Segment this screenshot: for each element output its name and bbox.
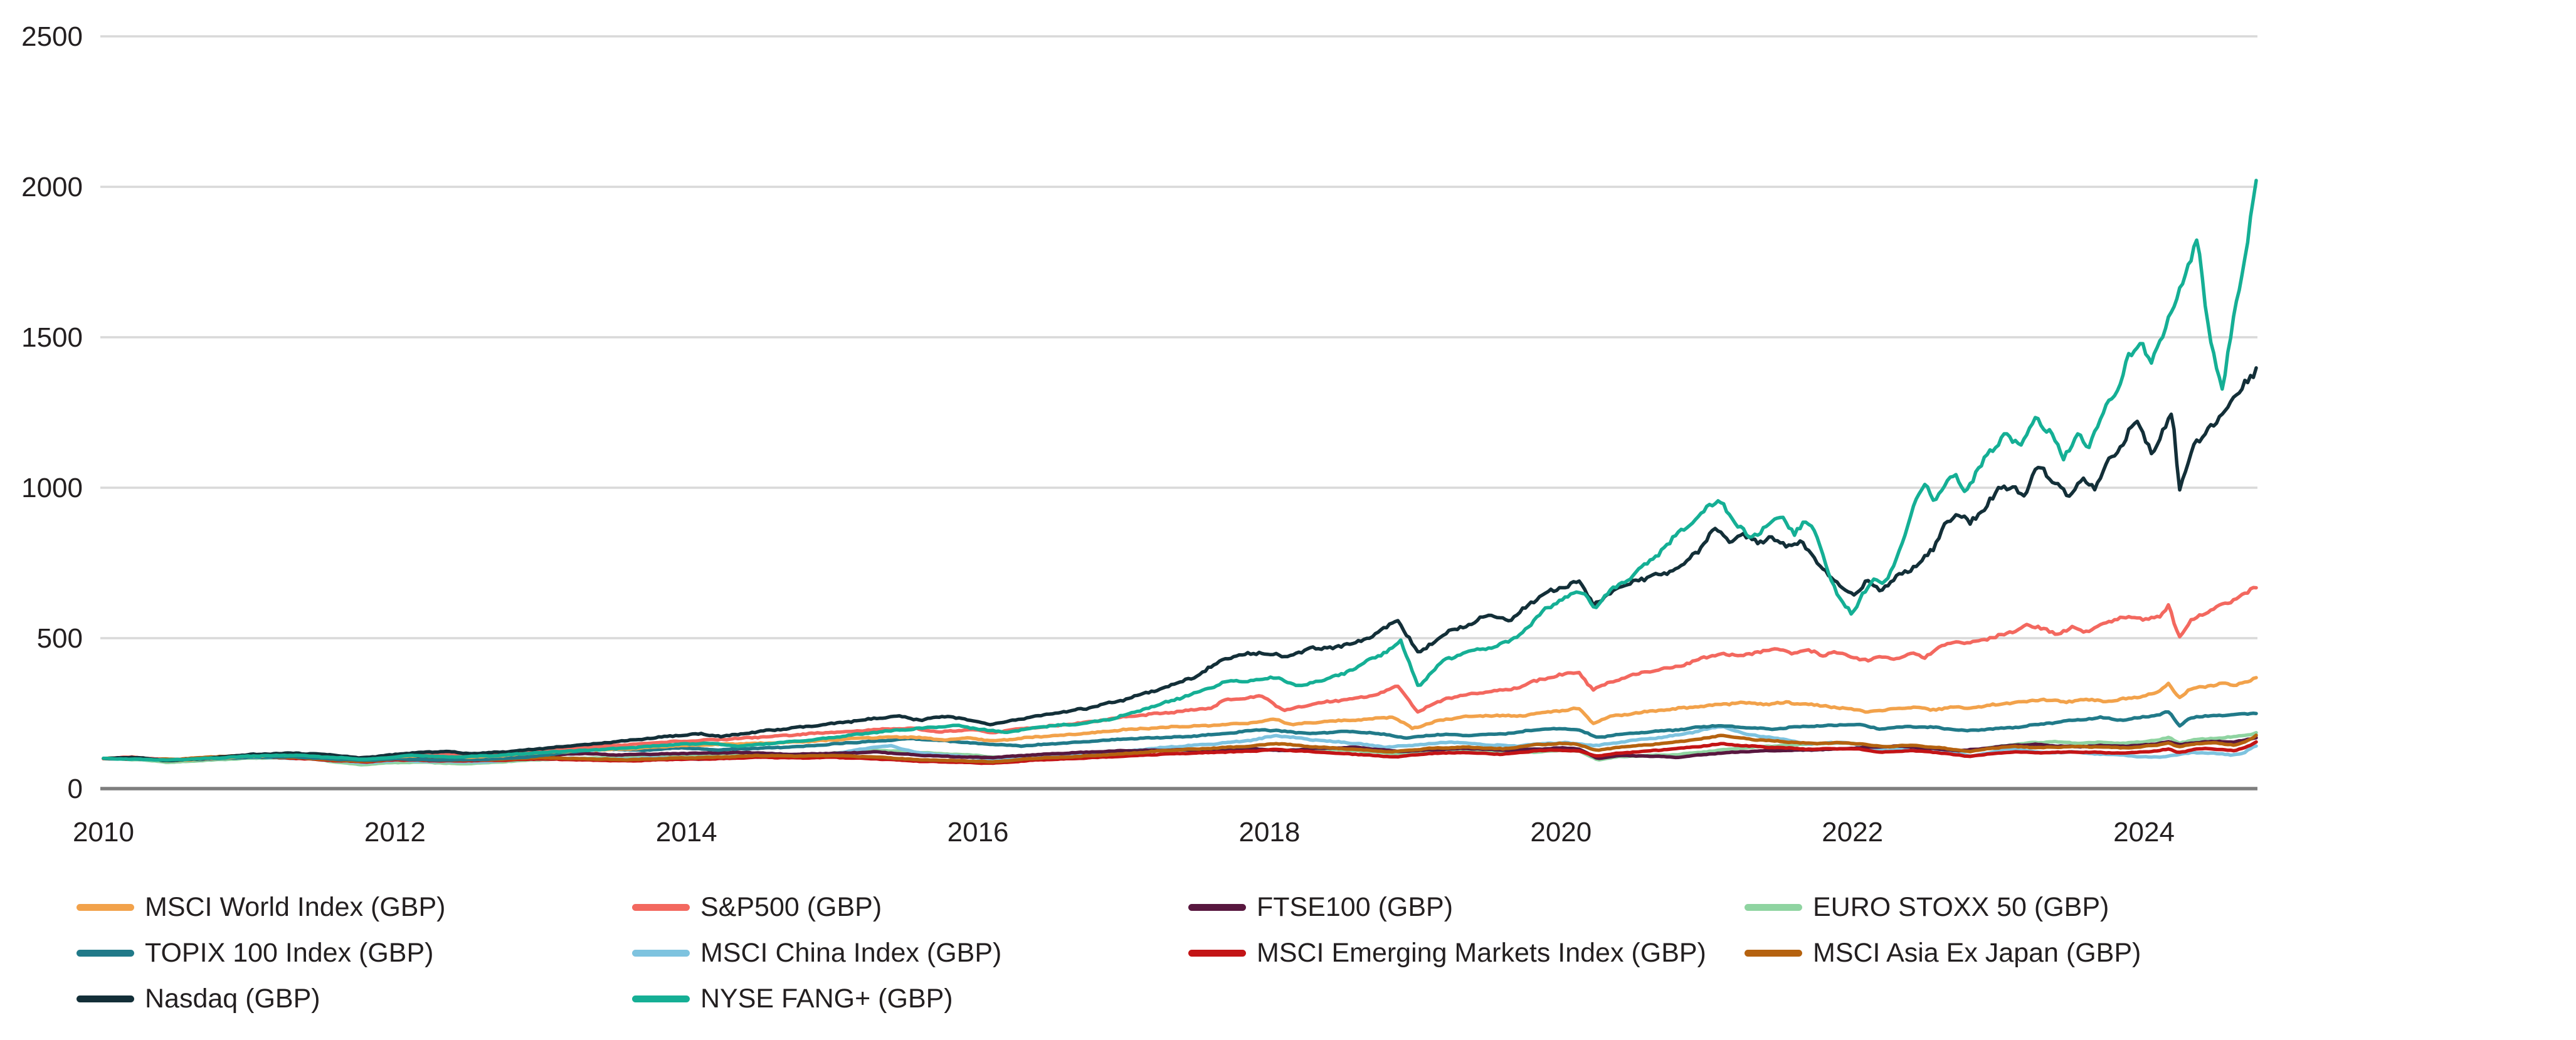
y-tick-label: 2500	[21, 21, 83, 52]
series-lines-layer	[102, 179, 2258, 767]
x-tick-label: 2012	[364, 817, 426, 848]
x-tick-label: 2018	[1238, 817, 1300, 848]
series-line-topix-100-index-gbp	[102, 710, 2258, 762]
y-tick-label: 500	[37, 623, 83, 654]
y-tick-label: 2000	[21, 172, 83, 202]
x-tick-label: 2022	[1822, 817, 1883, 848]
x-tick-label: 2016	[948, 817, 1009, 848]
x-tick-label: 2020	[1530, 817, 1592, 848]
x-tick-label: 2014	[656, 817, 717, 848]
y-tick-label: 0	[68, 774, 83, 804]
axis-labels-layer: 0 500 1000 1500 2000 2500 2010 2012 2014 2016 2018…	[21, 21, 2175, 848]
series-line-nyse-fang-gbp	[102, 179, 2258, 762]
x-tick-label: 2024	[2113, 817, 2175, 848]
series-line-s-p500-gbp	[102, 586, 2258, 762]
gridlines-layer	[100, 35, 2257, 791]
y-tick-label: 1000	[21, 473, 83, 503]
y-tick-label: 1500	[21, 322, 83, 353]
series-line-nasdaq-gbp	[102, 366, 2258, 763]
x-tick-label: 2010	[73, 817, 134, 848]
